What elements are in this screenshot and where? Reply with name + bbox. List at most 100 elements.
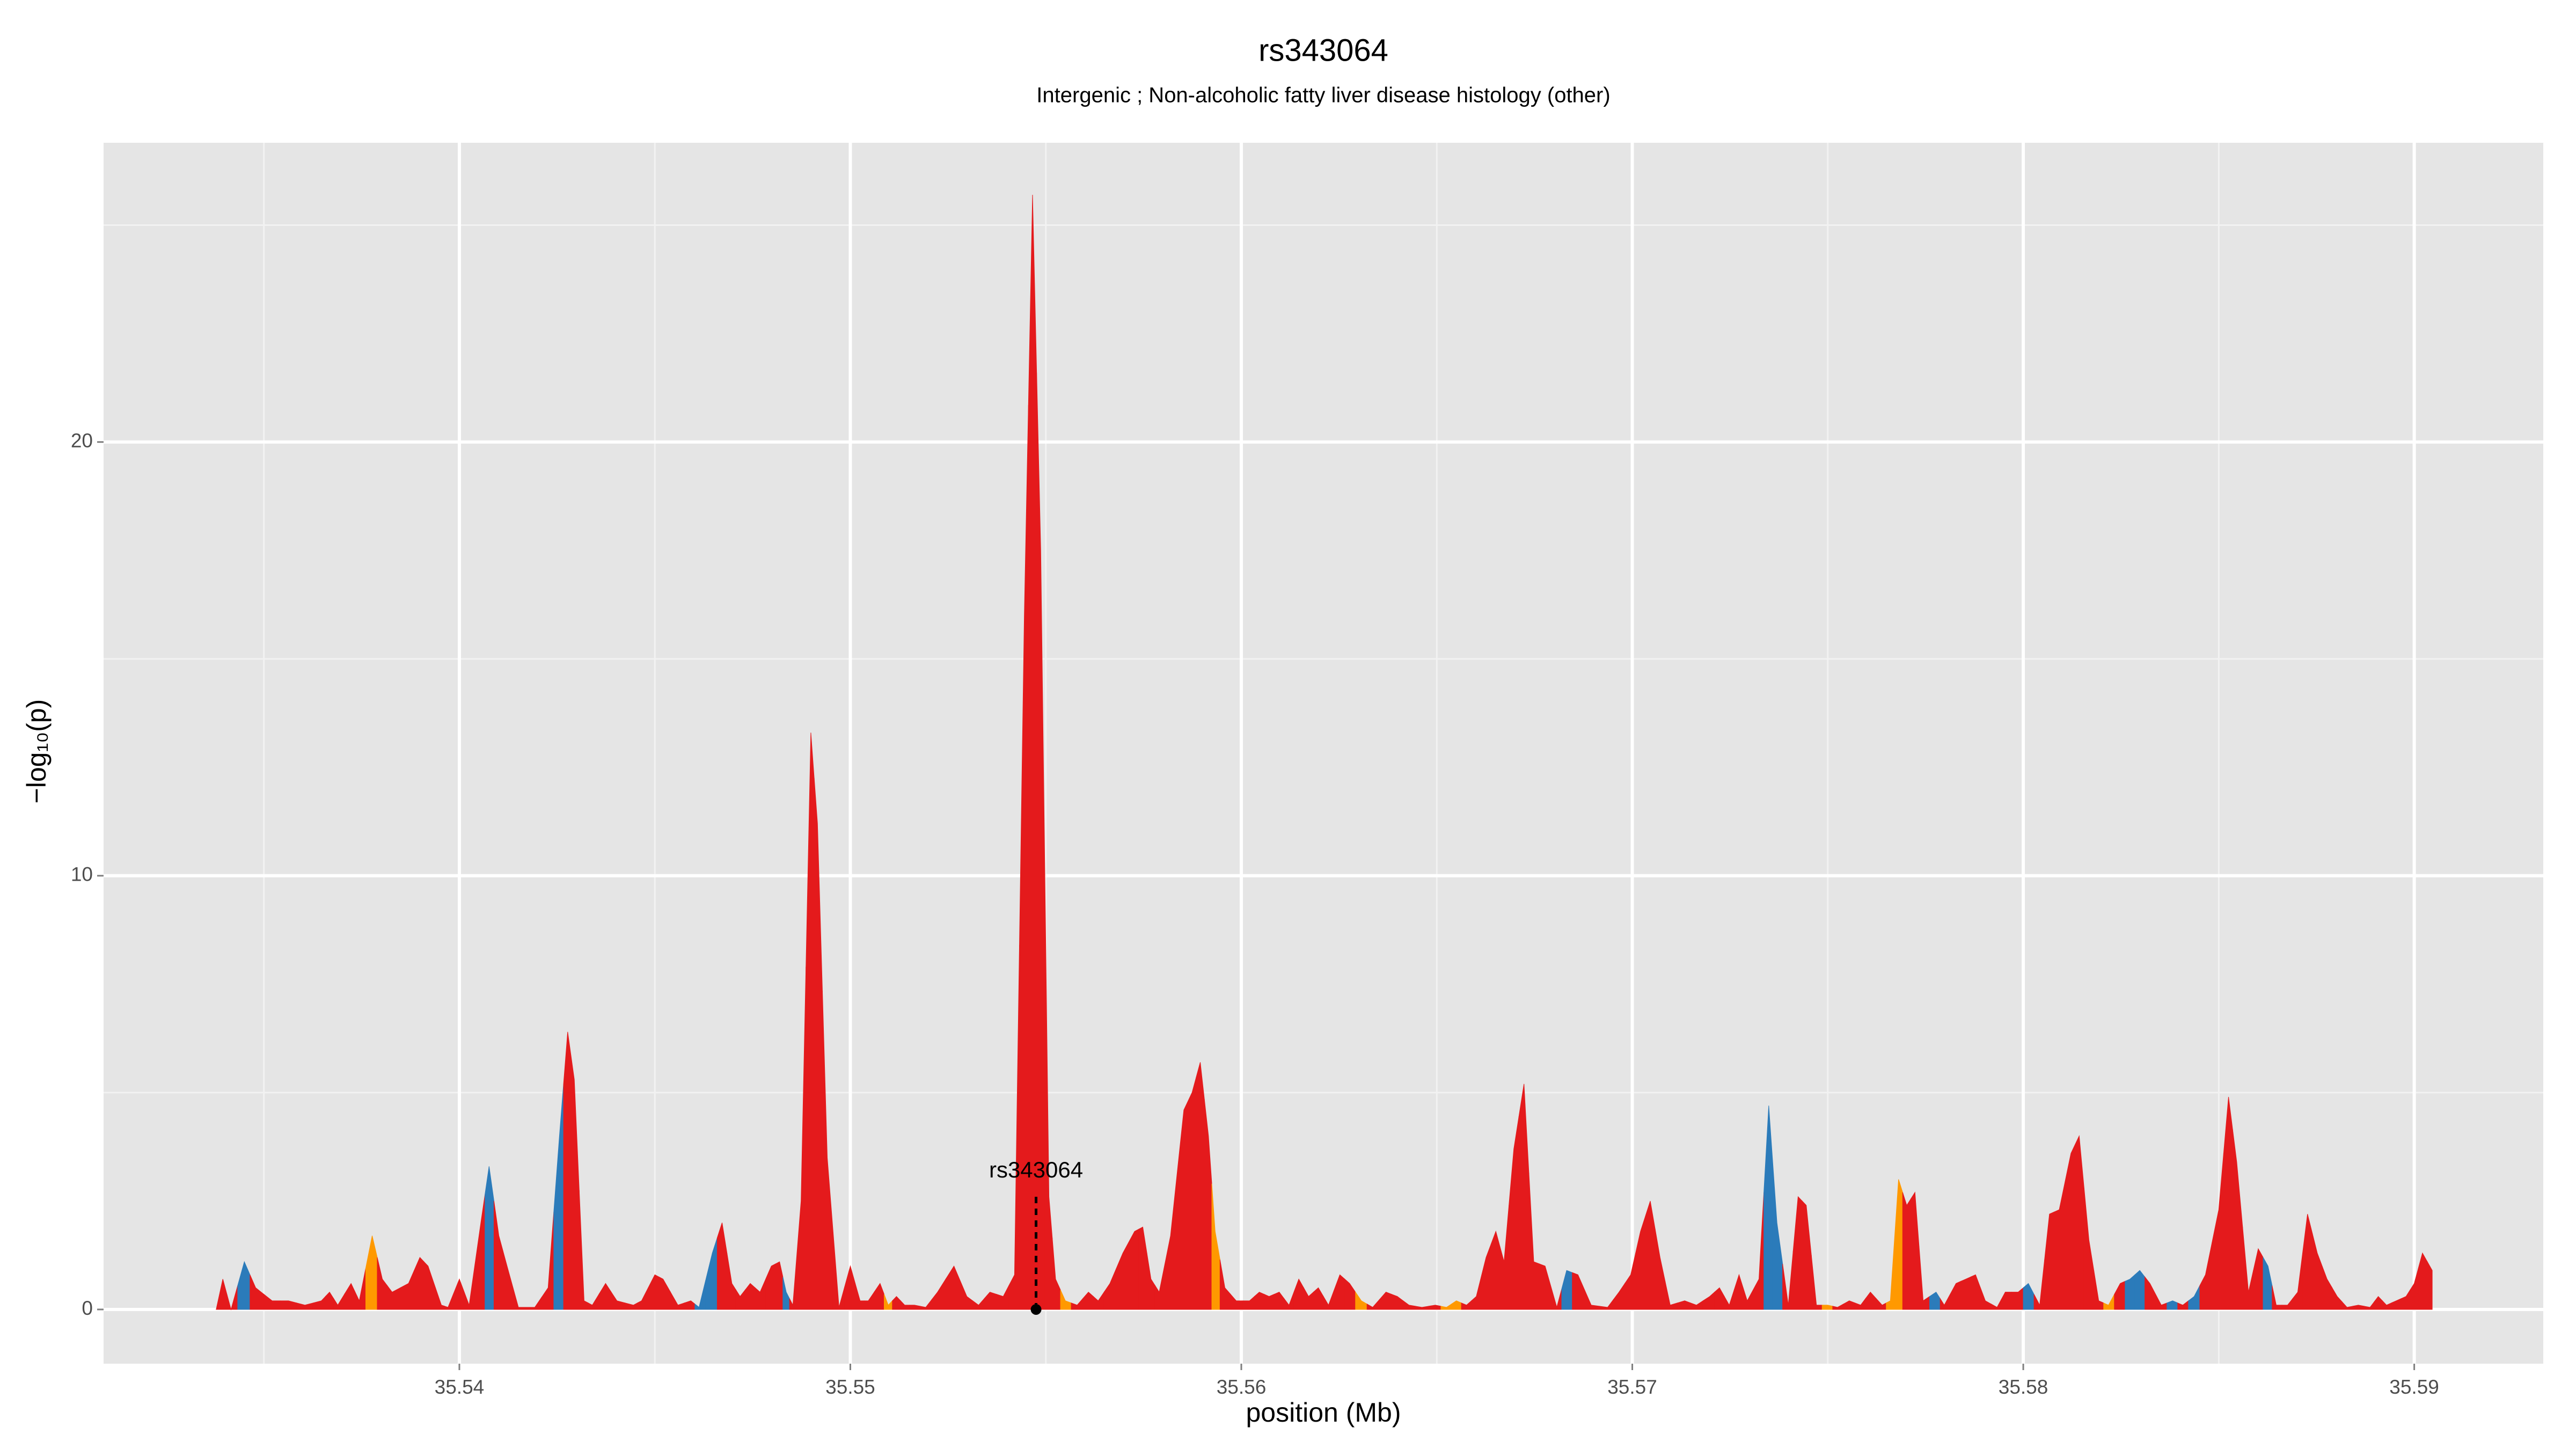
area-segment	[1832, 1304, 1844, 1310]
area-segment	[1499, 1205, 1510, 1310]
area-segment	[2188, 1285, 2200, 1310]
area-segment	[2352, 1305, 2365, 1310]
area-segment	[2023, 1283, 2035, 1310]
area-segment	[2094, 1270, 2104, 1310]
area-segment	[1071, 1298, 1084, 1310]
area-segment	[226, 1285, 238, 1311]
area-segment	[931, 1278, 946, 1310]
x-tick-label: 35.56	[1217, 1376, 1267, 1398]
area-segment	[1008, 945, 1020, 1310]
area-segment	[832, 1232, 845, 1310]
area-segment	[1702, 1291, 1715, 1310]
area-segment	[2065, 1144, 2076, 1310]
area-segment	[1733, 1274, 1744, 1310]
area-segment	[2114, 1280, 2126, 1310]
area-segment	[493, 1201, 503, 1310]
area-segment	[2332, 1286, 2343, 1310]
area-segment	[814, 778, 823, 1310]
area-segment	[796, 967, 807, 1310]
x-tick-label: 35.59	[2389, 1376, 2439, 1398]
area-segment	[789, 1253, 797, 1310]
area-segment	[996, 1285, 1009, 1310]
area-segment	[1366, 1299, 1380, 1310]
area-segment	[2427, 1261, 2433, 1310]
area-segment	[355, 1268, 366, 1310]
area-segment	[1293, 1278, 1304, 1310]
area-segment	[1019, 405, 1029, 1310]
area-segment	[1876, 1298, 1887, 1310]
area-segment	[2292, 1253, 2303, 1310]
x-tick-label: 35.54	[435, 1376, 485, 1398]
area-segment	[658, 1276, 671, 1310]
area-segment	[1584, 1290, 1600, 1310]
area-segment	[1690, 1300, 1703, 1310]
area-segment	[1919, 1246, 1930, 1310]
area-segment	[1677, 1300, 1691, 1310]
area-segment	[1461, 1300, 1472, 1310]
area-segment	[2001, 1292, 2012, 1310]
area-segment	[1714, 1287, 1725, 1310]
area-segment	[1782, 1250, 1794, 1310]
area-segment	[920, 1299, 932, 1310]
area-segment	[1665, 1281, 1678, 1310]
y-axis-label: −log₁₀(p)	[21, 699, 52, 804]
area-segment	[464, 1264, 475, 1310]
area-segment	[2363, 1301, 2375, 1310]
area-segment	[716, 1223, 728, 1310]
area-segment	[2410, 1268, 2419, 1310]
area-segment	[474, 1194, 486, 1310]
area-segment	[1219, 1259, 1231, 1310]
area-segment	[485, 1166, 494, 1310]
area-segment	[365, 1235, 378, 1310]
area-segment	[2281, 1298, 2293, 1310]
area-segment	[444, 1293, 454, 1310]
annotation-point	[1030, 1304, 1042, 1315]
area-segment	[1428, 1305, 1441, 1310]
area-segment	[745, 1283, 756, 1310]
area-segment	[1792, 1196, 1803, 1310]
area-segment	[2155, 1294, 2168, 1310]
area-segment	[526, 1297, 542, 1310]
chart-subtitle: Intergenic ; Non-alcoholic fatty liver d…	[1036, 84, 1610, 107]
area-segment	[1509, 1116, 1519, 1310]
area-segment	[2177, 1300, 2189, 1310]
area-segment	[1264, 1293, 1275, 1310]
area-segment	[2125, 1274, 2135, 1310]
area-segment	[960, 1281, 974, 1310]
area-segment	[1865, 1291, 1877, 1310]
area-segment	[1060, 1290, 1072, 1310]
area-segment	[2044, 1211, 2055, 1310]
area-segment	[765, 1263, 776, 1310]
area-segment	[1471, 1277, 1482, 1310]
area-segment	[1028, 194, 1037, 1310]
area-segment	[855, 1283, 865, 1310]
area-segment	[1334, 1274, 1345, 1310]
area-segment	[694, 1280, 706, 1310]
area-segment	[625, 1302, 638, 1310]
area-segment	[1196, 1062, 1205, 1310]
area-segment	[1843, 1300, 1855, 1310]
area-segment	[250, 1275, 265, 1310]
area-segment	[945, 1265, 961, 1310]
area-segment	[1355, 1291, 1367, 1310]
area-segment	[237, 1261, 251, 1310]
x-axis-label: position (Mb)	[1246, 1397, 1401, 1428]
area-segment	[312, 1296, 326, 1310]
area-segment	[1802, 1200, 1812, 1310]
area-segment	[2134, 1270, 2146, 1310]
area-segment	[2312, 1233, 2323, 1310]
area-segment	[1204, 1099, 1212, 1310]
area-segment	[1539, 1263, 1552, 1310]
area-segment	[684, 1300, 696, 1310]
area-segment	[598, 1283, 612, 1310]
area-segment	[1772, 1164, 1783, 1310]
area-segment	[1753, 1192, 1765, 1310]
area-segment	[400, 1270, 415, 1310]
area-segment	[2242, 1227, 2254, 1310]
area-segment	[2011, 1287, 2024, 1310]
area-segment	[1821, 1305, 1833, 1310]
area-segment	[2263, 1256, 2273, 1310]
area-segment	[344, 1283, 356, 1310]
area-segment	[387, 1285, 401, 1310]
